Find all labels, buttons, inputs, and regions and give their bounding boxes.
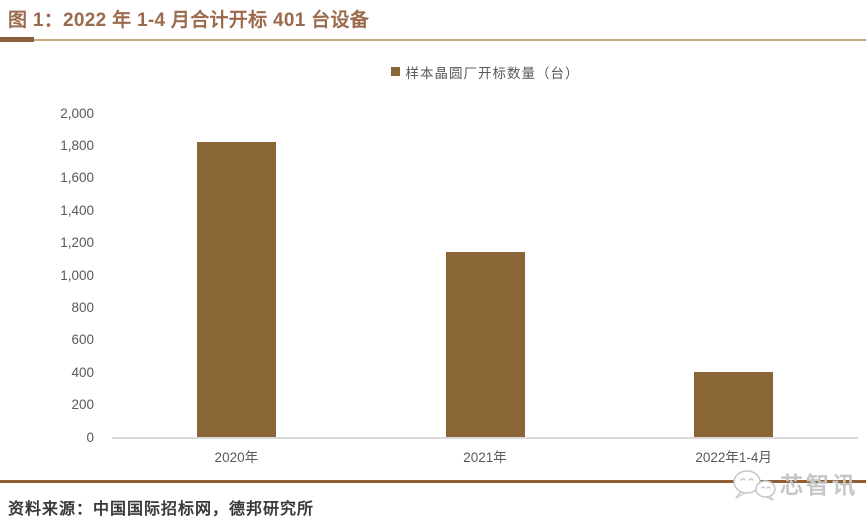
y-tick-label: 200 (71, 396, 94, 412)
bar-2021年 (445, 252, 525, 437)
figure-title: 图 1：2022 年 1-4 月合计开标 401 台设备 (8, 10, 370, 31)
y-tick-label: 1,800 (60, 137, 94, 153)
y-axis: 0 200 400 600 800 1,000 1,200 1,400 1,600 1,800 2,… (0, 106, 94, 443)
legend-label: 样本晶圆厂开标数量（台） (405, 66, 580, 81)
y-tick-label: 1,600 (60, 170, 94, 186)
wechat-bubbles-icon (733, 470, 776, 501)
y-tick-label: 1,200 (60, 234, 94, 250)
y-tick-label: 1,000 (60, 267, 94, 283)
y-tick-label: 400 (71, 364, 94, 380)
source-text: 资料来源：中国国际招标网，德邦研究所 (8, 501, 315, 518)
bar-2022年1-4月 (694, 372, 774, 437)
bar-2020年 (196, 142, 276, 437)
brand-logo-text: 芯智讯 (780, 471, 858, 498)
x-axis-label: 2020年 (214, 450, 259, 465)
plot-area (112, 113, 858, 439)
y-tick-label: 2,000 (60, 105, 94, 121)
brand-logo: 芯智讯 (731, 469, 858, 501)
y-tick-label: 0 (86, 429, 94, 445)
x-axis: 2020年 2021年 2022年1-4月 (112, 446, 858, 466)
x-axis-label: 2021年 (463, 450, 507, 465)
chart-legend: 样本晶圆厂开标数量（台） (112, 62, 858, 82)
y-tick-label: 600 (71, 332, 94, 348)
legend-marker-icon (390, 66, 400, 76)
y-tick-label: 1,400 (60, 202, 94, 218)
y-tick-label: 800 (71, 299, 94, 315)
x-axis-label: 2022年1-4月 (695, 450, 772, 465)
header-rule-accent (0, 37, 34, 42)
footer-rule (0, 480, 866, 483)
header-rule (0, 39, 866, 41)
